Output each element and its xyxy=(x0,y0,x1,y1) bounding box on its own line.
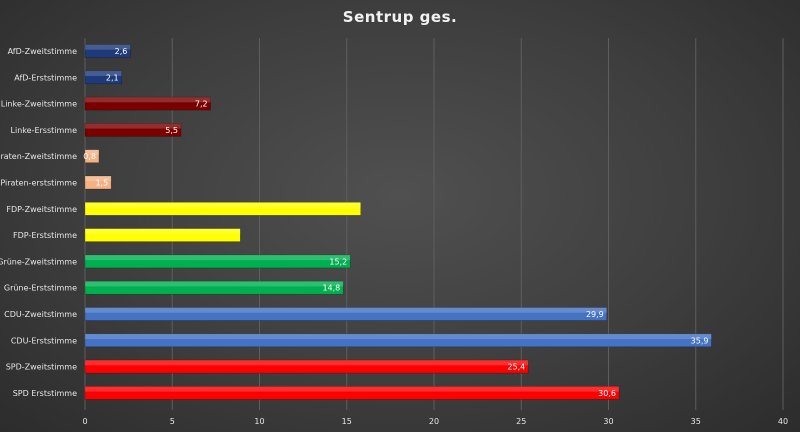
data-label-3: 5,5 xyxy=(165,126,178,135)
bar-1 xyxy=(84,70,122,85)
chart-title: Sentrup ges. xyxy=(342,8,458,26)
bar-highlight-9 xyxy=(85,281,344,287)
bar-9 xyxy=(84,280,344,295)
x-tick-label-0: 0 xyxy=(82,417,87,426)
category-label-2: Linke-Zweitstimme xyxy=(1,100,77,109)
bar-highlight-4 xyxy=(85,149,99,155)
bar-highlight-11 xyxy=(85,333,712,339)
category-label-7: FDP-Erststimme xyxy=(13,231,77,240)
x-tick-label-30: 30 xyxy=(603,417,613,426)
category-label-11: CDU-Erststimme xyxy=(11,336,77,345)
bar-highlight-1 xyxy=(85,70,122,76)
bar-6 xyxy=(84,202,362,216)
bar-2 xyxy=(84,96,211,111)
bar-13 xyxy=(84,386,620,400)
category-label-1: AfD-Erststimme xyxy=(14,73,77,82)
category-label-0: AfD-Zweitstimme xyxy=(8,47,77,56)
bar-0 xyxy=(84,44,131,58)
data-label-10: 29,9 xyxy=(586,310,604,319)
x-tick-label-20: 20 xyxy=(429,417,439,426)
x-tick-label-5: 5 xyxy=(170,417,175,426)
bar-4 xyxy=(84,149,100,163)
category-label-13: SPD Erststimme xyxy=(13,389,77,398)
category-label-4: Piraten-Zweitstimme xyxy=(0,152,77,161)
data-label-11: 35,9 xyxy=(691,336,709,345)
category-label-5: Piraten-erststimme xyxy=(0,179,77,188)
category-label-8: Grüne-Zweitstimme xyxy=(0,257,77,266)
data-label-1: 2,1 xyxy=(106,73,119,82)
data-label-8: 15,2 xyxy=(329,257,347,266)
data-label-0: 2,6 xyxy=(115,47,128,56)
bar-5 xyxy=(84,175,112,190)
bar-10 xyxy=(84,307,608,321)
category-label-9: Grüne-Erststimme xyxy=(4,284,77,293)
data-label-2: 7,2 xyxy=(195,100,208,109)
category-label-3: Linke-Ersstimme xyxy=(11,126,78,135)
bar-8 xyxy=(84,254,351,269)
bar-highlight-13 xyxy=(85,386,619,392)
bar-7 xyxy=(84,228,241,242)
data-label-12: 25,4 xyxy=(507,363,525,372)
x-tick-label-35: 35 xyxy=(691,417,701,426)
category-label-6: FDP-Zweitstimme xyxy=(6,205,77,214)
bar-highlight-3 xyxy=(85,123,181,129)
data-label-5: 1,5 xyxy=(95,179,108,188)
x-tick-label-40: 40 xyxy=(778,417,788,426)
category-label-12: SPD-Zweitstimme xyxy=(6,363,77,372)
x-tick-label-10: 10 xyxy=(254,417,264,426)
bar-highlight-8 xyxy=(85,254,351,261)
bar-highlight-5 xyxy=(85,176,112,182)
bar-highlight-2 xyxy=(85,97,211,103)
data-label-13: 30,6 xyxy=(598,389,616,398)
bar-11 xyxy=(84,333,712,348)
x-tick-label-25: 25 xyxy=(516,417,526,426)
bar-highlight-7 xyxy=(85,228,241,234)
bar-3 xyxy=(84,123,182,137)
bar-highlight-10 xyxy=(85,307,607,313)
bar-12 xyxy=(84,359,529,374)
data-label-4: 0,8 xyxy=(83,152,96,161)
data-label-9: 14,8 xyxy=(322,284,340,293)
x-tick-label-15: 15 xyxy=(342,417,352,426)
bar-highlight-0 xyxy=(85,44,131,50)
bar-highlight-12 xyxy=(85,360,529,366)
bar-highlight-6 xyxy=(85,202,361,208)
category-label-10: CDU-Zweitstimme xyxy=(4,310,77,319)
